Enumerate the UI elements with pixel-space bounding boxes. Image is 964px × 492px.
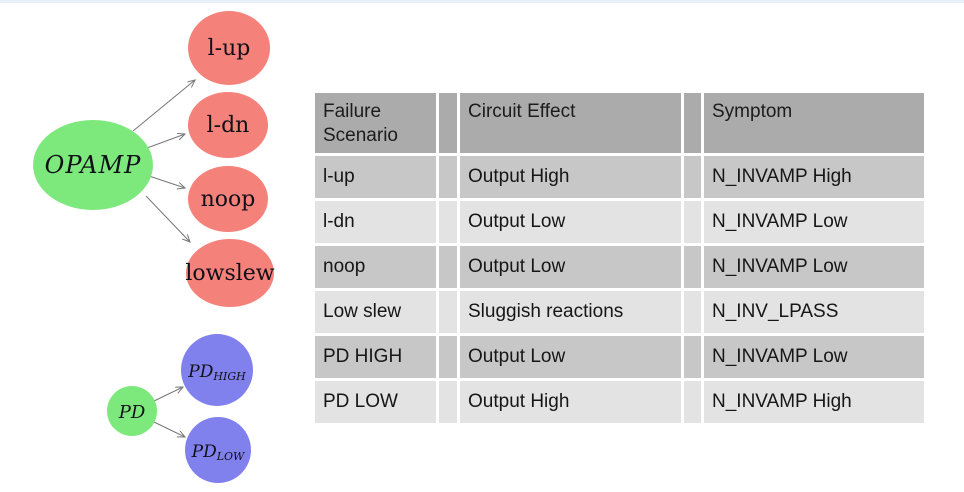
arrow-opamp-noop xyxy=(148,175,185,188)
node-pd xyxy=(107,386,157,436)
cell-scenario: noop xyxy=(315,246,436,288)
node-ldn xyxy=(188,92,268,158)
node-lowslew-label: lowslew xyxy=(185,261,274,286)
node-noop-label: noop xyxy=(201,187,256,212)
node-pdhigh xyxy=(181,334,253,406)
header-circuit-effect: Circuit Effect xyxy=(460,93,681,153)
fault-tree-diagram: OPAMP l-up l-dn noop lowslew PD PDHIGH P… xyxy=(33,11,275,483)
arrow-opamp-lup xyxy=(132,80,195,132)
cell-symptom: N_INV_LPASS xyxy=(704,291,924,333)
node-pdlow xyxy=(185,417,251,483)
spacer-cell xyxy=(684,336,701,378)
node-pdhigh-base: PD xyxy=(187,362,213,382)
spacer-cell xyxy=(439,201,457,243)
cell-symptom: N_INVAMP Low xyxy=(704,201,924,243)
node-pdhigh-label: PDHIGH xyxy=(187,362,246,383)
cell-symptom: N_INVAMP Low xyxy=(704,246,924,288)
node-pd-label: PD xyxy=(118,402,146,423)
cell-scenario: Low slew xyxy=(315,291,436,333)
spacer-cell xyxy=(684,246,701,288)
spacer-cell xyxy=(439,381,457,423)
arrow-pd-pdhigh xyxy=(153,387,183,402)
node-opamp xyxy=(33,120,153,210)
window-top-border xyxy=(0,0,964,3)
cell-scenario: PD HIGH xyxy=(315,336,436,378)
spacer-cell xyxy=(684,291,701,333)
cell-effect: Output Low xyxy=(460,336,681,378)
diagram-arrows xyxy=(132,80,195,437)
cell-symptom: N_INVAMP High xyxy=(704,381,924,423)
node-pdlow-sub: LOW xyxy=(216,450,246,463)
node-noop xyxy=(188,166,268,232)
cell-effect: Output Low xyxy=(460,246,681,288)
header-symptom: Symptom xyxy=(704,93,924,153)
header-spacer xyxy=(439,93,457,153)
cell-effect: Sluggish reactions xyxy=(460,291,681,333)
spacer-cell xyxy=(684,156,701,198)
cell-scenario: l-dn xyxy=(315,201,436,243)
node-lowslew xyxy=(186,239,274,307)
spacer-cell xyxy=(684,201,701,243)
arrow-opamp-lowslew xyxy=(145,195,190,242)
arrow-opamp-ldn xyxy=(146,134,185,149)
node-ldn-label: l-dn xyxy=(207,113,250,138)
cell-symptom: N_INVAMP High xyxy=(704,156,924,198)
spacer-cell xyxy=(439,156,457,198)
failure-symptom-table: Failure Scenario Circuit Effect Symptom … xyxy=(315,93,924,423)
node-opamp-label: OPAMP xyxy=(45,151,142,179)
arrow-pd-pdlow xyxy=(153,421,185,437)
spacer-cell xyxy=(439,246,457,288)
cell-scenario: PD LOW xyxy=(315,381,436,423)
node-pdlow-base: PD xyxy=(191,442,217,462)
node-lup xyxy=(188,11,270,85)
node-pdhigh-sub: HIGH xyxy=(212,370,246,383)
cell-effect: Output Low xyxy=(460,201,681,243)
header-spacer xyxy=(684,93,701,153)
cell-scenario: l-up xyxy=(315,156,436,198)
spacer-cell xyxy=(684,381,701,423)
header-failure-scenario: Failure Scenario xyxy=(315,93,436,153)
cell-symptom: N_INVAMP Low xyxy=(704,336,924,378)
node-lup-label: l-up xyxy=(208,36,251,61)
cell-effect: Output High xyxy=(460,381,681,423)
spacer-cell xyxy=(439,291,457,333)
node-pdlow-label: PDLOW xyxy=(191,442,246,463)
cell-effect: Output High xyxy=(460,156,681,198)
spacer-cell xyxy=(439,336,457,378)
